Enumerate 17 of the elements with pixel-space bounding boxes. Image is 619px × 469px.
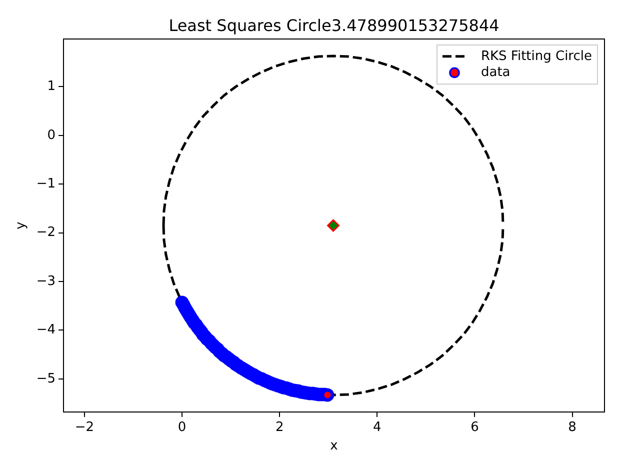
x-axis-title: x xyxy=(330,438,338,454)
x-tick-label: −2 xyxy=(74,420,94,436)
legend-label: RKS Fitting Circle xyxy=(480,48,592,64)
x-tick-label: 4 xyxy=(373,420,382,436)
x-tick-label: 2 xyxy=(275,420,284,436)
y-tick-label: −3 xyxy=(36,274,56,289)
x-tick-label: 0 xyxy=(178,420,186,436)
chart-title: Least Squares Circle3.478990153275844 xyxy=(168,16,500,35)
x-tick-label: 6 xyxy=(470,420,479,436)
y-tick-label: 1 xyxy=(47,79,56,94)
x-tick-label: 8 xyxy=(568,420,576,436)
y-tick-label: 0 xyxy=(47,128,56,143)
y-axis-title: y xyxy=(14,221,29,230)
y-tick-label: −5 xyxy=(36,371,56,386)
y-tick-label: −4 xyxy=(36,322,56,338)
y-tick-label: −2 xyxy=(36,225,56,240)
y-tick-label: −1 xyxy=(36,176,56,192)
